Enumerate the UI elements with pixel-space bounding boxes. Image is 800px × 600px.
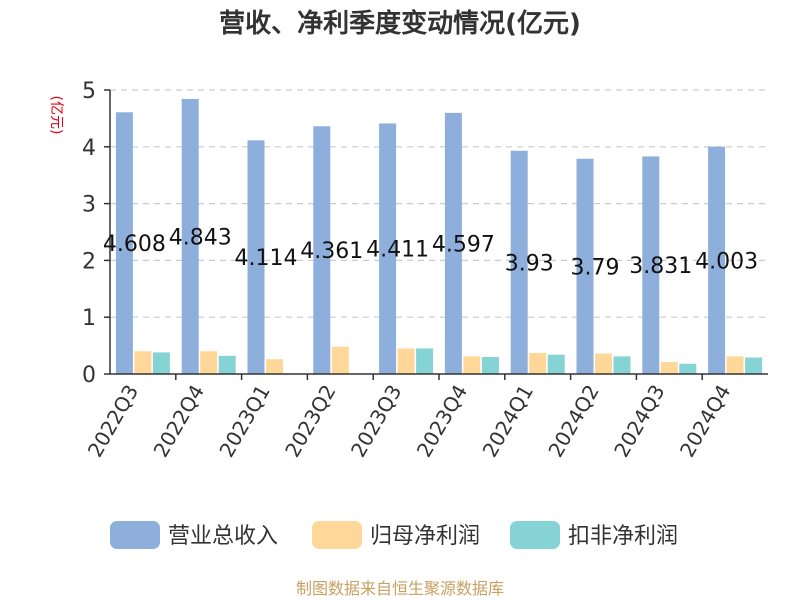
legend-swatch-3 (510, 521, 560, 549)
bar-2024Q3-2 (660, 362, 678, 374)
data-label: 4.411 (366, 238, 429, 263)
bar-2024Q1-2 (529, 352, 547, 374)
x-tick-label: 2022Q3 (83, 381, 143, 462)
grid-lines (104, 89, 768, 375)
x-tick-label: 2023Q4 (412, 381, 472, 462)
bar-2024Q3-1 (642, 156, 660, 374)
bar-2023Q4-3 (481, 356, 499, 374)
bar-2023Q4-2 (463, 356, 481, 374)
bar-2023Q2-2 (331, 346, 349, 374)
data-label: 4.003 (695, 249, 758, 274)
legend: 营业总收入 归母净利润 扣非净利润 (110, 521, 678, 549)
bar-2022Q4-3 (218, 355, 236, 374)
x-tick-label: 2022Q4 (149, 381, 209, 462)
y-axis-unit: (亿元) (48, 96, 64, 135)
data-label: 3.831 (629, 254, 692, 279)
y-tick-label: 3 (82, 193, 96, 218)
axes (109, 90, 768, 380)
bar-2024Q2-2 (595, 353, 612, 374)
chart-title: 营收、净利季度变动情况(亿元) (219, 8, 581, 39)
x-tick-label: 2023Q3 (346, 381, 406, 462)
bar-2023Q3-2 (397, 348, 415, 374)
bar-2024Q1-3 (547, 354, 565, 374)
x-tick-labels: 2022Q3 2022Q4 2023Q1 2023Q2 2023Q3 2023Q4 2024… (83, 381, 736, 462)
source-note: 制图数据来自恒生聚源数据库 (296, 579, 504, 598)
bars (115, 98, 763, 375)
bar-2024Q2-3 (613, 356, 631, 374)
x-tick-label: 2023Q1 (214, 381, 274, 462)
bar-2023Q3-3 (416, 348, 434, 374)
x-tick-label: 2024Q4 (675, 381, 735, 462)
legend-label: 营业总收入 (168, 524, 278, 549)
data-label: 4.843 (169, 225, 232, 250)
y-tick-label: 5 (82, 79, 96, 104)
data-label: 3.93 (505, 251, 554, 276)
bar-2023Q3-1 (379, 123, 397, 374)
y-tick-label: 4 (82, 136, 96, 161)
bar-2024Q2-1 (576, 158, 594, 374)
bar-2022Q3-1 (115, 112, 133, 375)
bar-2024Q4-3 (745, 357, 763, 374)
data-label: 4.114 (235, 246, 298, 271)
data-label: 4.597 (432, 232, 495, 257)
legend-label: 扣非净利润 (568, 524, 678, 549)
legend-label: 归母净利润 (370, 524, 480, 549)
legend-swatch-2 (312, 521, 362, 549)
x-tick-label: 2024Q3 (609, 381, 669, 462)
bar-2022Q3-2 (134, 351, 152, 374)
bar-2022Q4-2 (200, 351, 218, 374)
bar-2022Q4-1 (181, 98, 199, 374)
bar-2023Q1-2 (266, 359, 283, 374)
bar-2023Q2-1 (313, 126, 331, 374)
y-tick-label: 2 (82, 249, 96, 274)
bar-2024Q4-1 (708, 146, 726, 374)
bar-2023Q4-1 (444, 112, 462, 375)
bar-2024Q1-1 (510, 150, 528, 374)
bar-2024Q3-3 (679, 363, 697, 374)
x-tick-label: 2024Q1 (478, 381, 538, 462)
data-label: 4.608 (103, 232, 166, 257)
bar-2022Q3-3 (152, 352, 170, 374)
y-tick-labels: 0 1 2 3 4 5 (82, 79, 96, 388)
y-tick-label: 0 (82, 363, 96, 388)
data-label: 4.361 (300, 239, 363, 264)
x-tick-label: 2024Q2 (543, 381, 603, 462)
bar-2023Q1-1 (247, 140, 265, 374)
legend-swatch-1 (110, 521, 160, 549)
y-tick-label: 1 (82, 306, 96, 331)
data-label: 3.79 (571, 255, 620, 280)
x-tick-label: 2023Q2 (280, 381, 340, 462)
bar-2024Q4-2 (726, 356, 744, 374)
